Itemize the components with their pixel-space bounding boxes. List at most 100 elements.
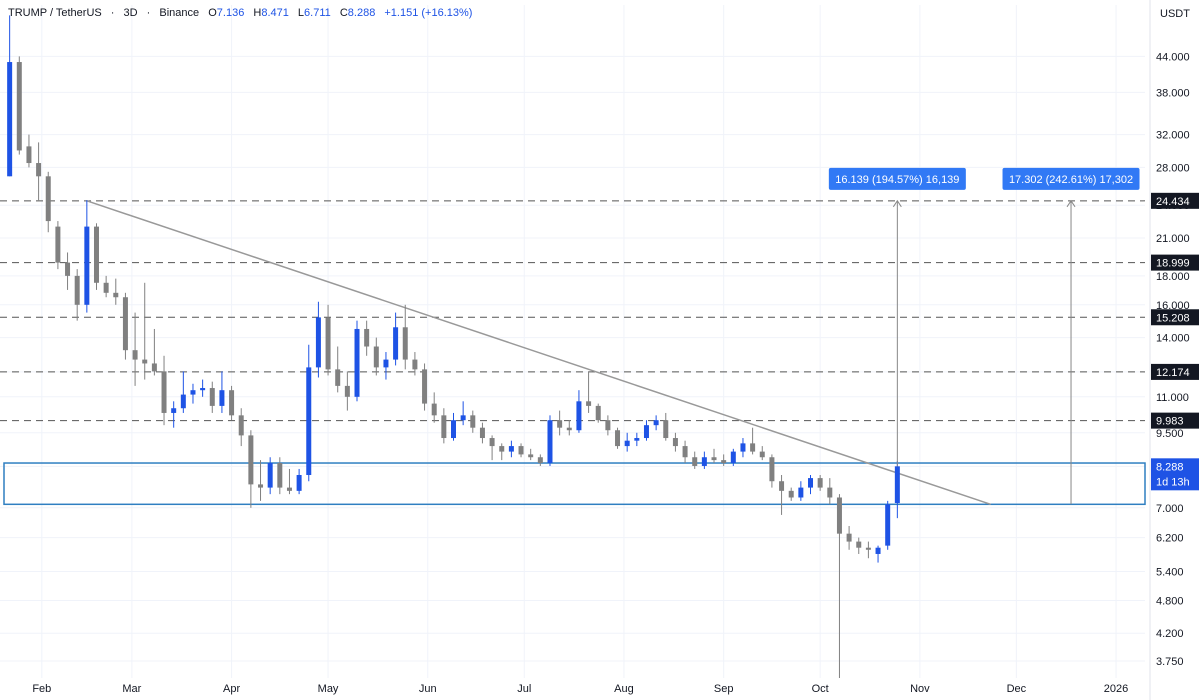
candle-body (383, 359, 389, 368)
candle-body (26, 146, 32, 164)
candle-body (219, 390, 225, 406)
candle-body (856, 541, 862, 548)
candle-body (653, 420, 659, 426)
candle-body (846, 533, 852, 542)
target-label-group: 16.139 (194.57%) 16,139 (828, 167, 966, 190)
open-value: 7.136 (216, 7, 245, 19)
candle-body (354, 328, 360, 397)
x-tick-label: Nov (910, 683, 930, 695)
candle-body (634, 438, 640, 441)
candle-body (701, 457, 707, 466)
last-price-bg (1151, 458, 1199, 491)
bar-countdown-label: 1d 13h (1156, 476, 1190, 488)
x-tick-label: Feb (32, 683, 51, 695)
candle-body (238, 415, 244, 436)
candle-body (315, 317, 321, 368)
target-label: 16.139 (194.57%) 16,139 (835, 174, 959, 186)
candle-body (412, 359, 418, 370)
open-label: O (208, 7, 217, 19)
candle-body (180, 394, 186, 409)
symbol-pair[interactable]: TRUMP / TetherUS (8, 7, 102, 19)
candle-body (865, 547, 871, 550)
candle-body (643, 425, 649, 439)
y-tick-label: 9.500 (1156, 428, 1184, 440)
candle-body (798, 487, 804, 498)
y-tick-label: 38.000 (1156, 87, 1190, 99)
candle-body (692, 457, 698, 466)
high-value: 8.471 (261, 7, 289, 19)
y-tick-label: 32.000 (1156, 130, 1190, 142)
support-zone (3, 462, 1146, 506)
candle-body (450, 420, 456, 439)
interval[interactable]: 3D (123, 7, 138, 19)
candle-body (605, 420, 611, 431)
y-tick-label: 16.000 (1156, 300, 1190, 312)
y-tick-label: 5.400 (1156, 567, 1184, 579)
candle-body (441, 415, 447, 439)
candle-body (431, 403, 437, 416)
candle-body (615, 430, 621, 447)
candle-body (518, 446, 524, 455)
exchange: Binance (159, 7, 200, 19)
candle-body (875, 547, 881, 554)
candle-body (759, 451, 765, 458)
candle-body (325, 317, 331, 370)
y-tick-label: 6.200 (1156, 533, 1184, 545)
x-tick-label: 2026 (1104, 683, 1128, 695)
candle-body (586, 401, 592, 406)
candle-body (258, 484, 264, 488)
candle-body (65, 262, 71, 276)
y-tick-label: 14.000 (1156, 333, 1190, 345)
candle-body (595, 405, 601, 421)
candle-body (171, 408, 177, 413)
x-tick-label: Jul (517, 683, 531, 695)
y-tick-label: 4.200 (1156, 628, 1184, 640)
candle-body (460, 415, 466, 421)
candle-body (200, 388, 206, 391)
level-label: 9.983 (1156, 416, 1184, 428)
close-value: 8.288 (347, 7, 376, 19)
candle-body (335, 369, 341, 386)
candle-body (267, 463, 273, 488)
y-tick-label: 44.000 (1156, 51, 1190, 63)
last-price-label: 8.288 (1156, 461, 1184, 473)
candle-body (306, 367, 312, 476)
x-tick-label: Dec (1007, 683, 1027, 695)
y-tick-label: 18.000 (1156, 271, 1190, 283)
candle-body (827, 487, 833, 498)
target-label-group: 17.302 (242.61%) 17,302 (1002, 167, 1140, 190)
level-label: 24.434 (1156, 196, 1190, 208)
candle-body (7, 62, 13, 177)
candle-body (45, 176, 51, 222)
candle-body (74, 275, 80, 305)
candle-body (624, 440, 630, 447)
target-label-bg (828, 167, 966, 190)
candle-body (393, 327, 399, 360)
trendline (86, 200, 991, 506)
level-label-bg (1151, 192, 1199, 209)
close-label: C (339, 7, 348, 19)
candle-body (55, 226, 61, 263)
candle-body (161, 371, 167, 413)
candle-body (103, 282, 109, 293)
candle-body (277, 463, 283, 488)
candle-body (132, 350, 138, 360)
target-arrow-head (892, 199, 902, 208)
candle-body (682, 446, 688, 458)
candle-body (508, 446, 514, 452)
level-label-bg (1151, 254, 1199, 271)
candle-body (740, 443, 746, 452)
target-label-bg (1002, 167, 1140, 190)
candle-body (373, 346, 379, 368)
level-label: 12.174 (1156, 367, 1190, 379)
axis-unit: USDT (1160, 8, 1190, 20)
candle-body (142, 359, 148, 364)
chart-header: TRUMP / TetherUS · 3D · Binance O7.136 H… (8, 7, 473, 19)
y-tick-label: 21.000 (1156, 233, 1190, 245)
candle-body (817, 478, 823, 488)
candle-body (730, 451, 736, 464)
candle-body (547, 420, 553, 464)
candle-body (344, 385, 350, 397)
